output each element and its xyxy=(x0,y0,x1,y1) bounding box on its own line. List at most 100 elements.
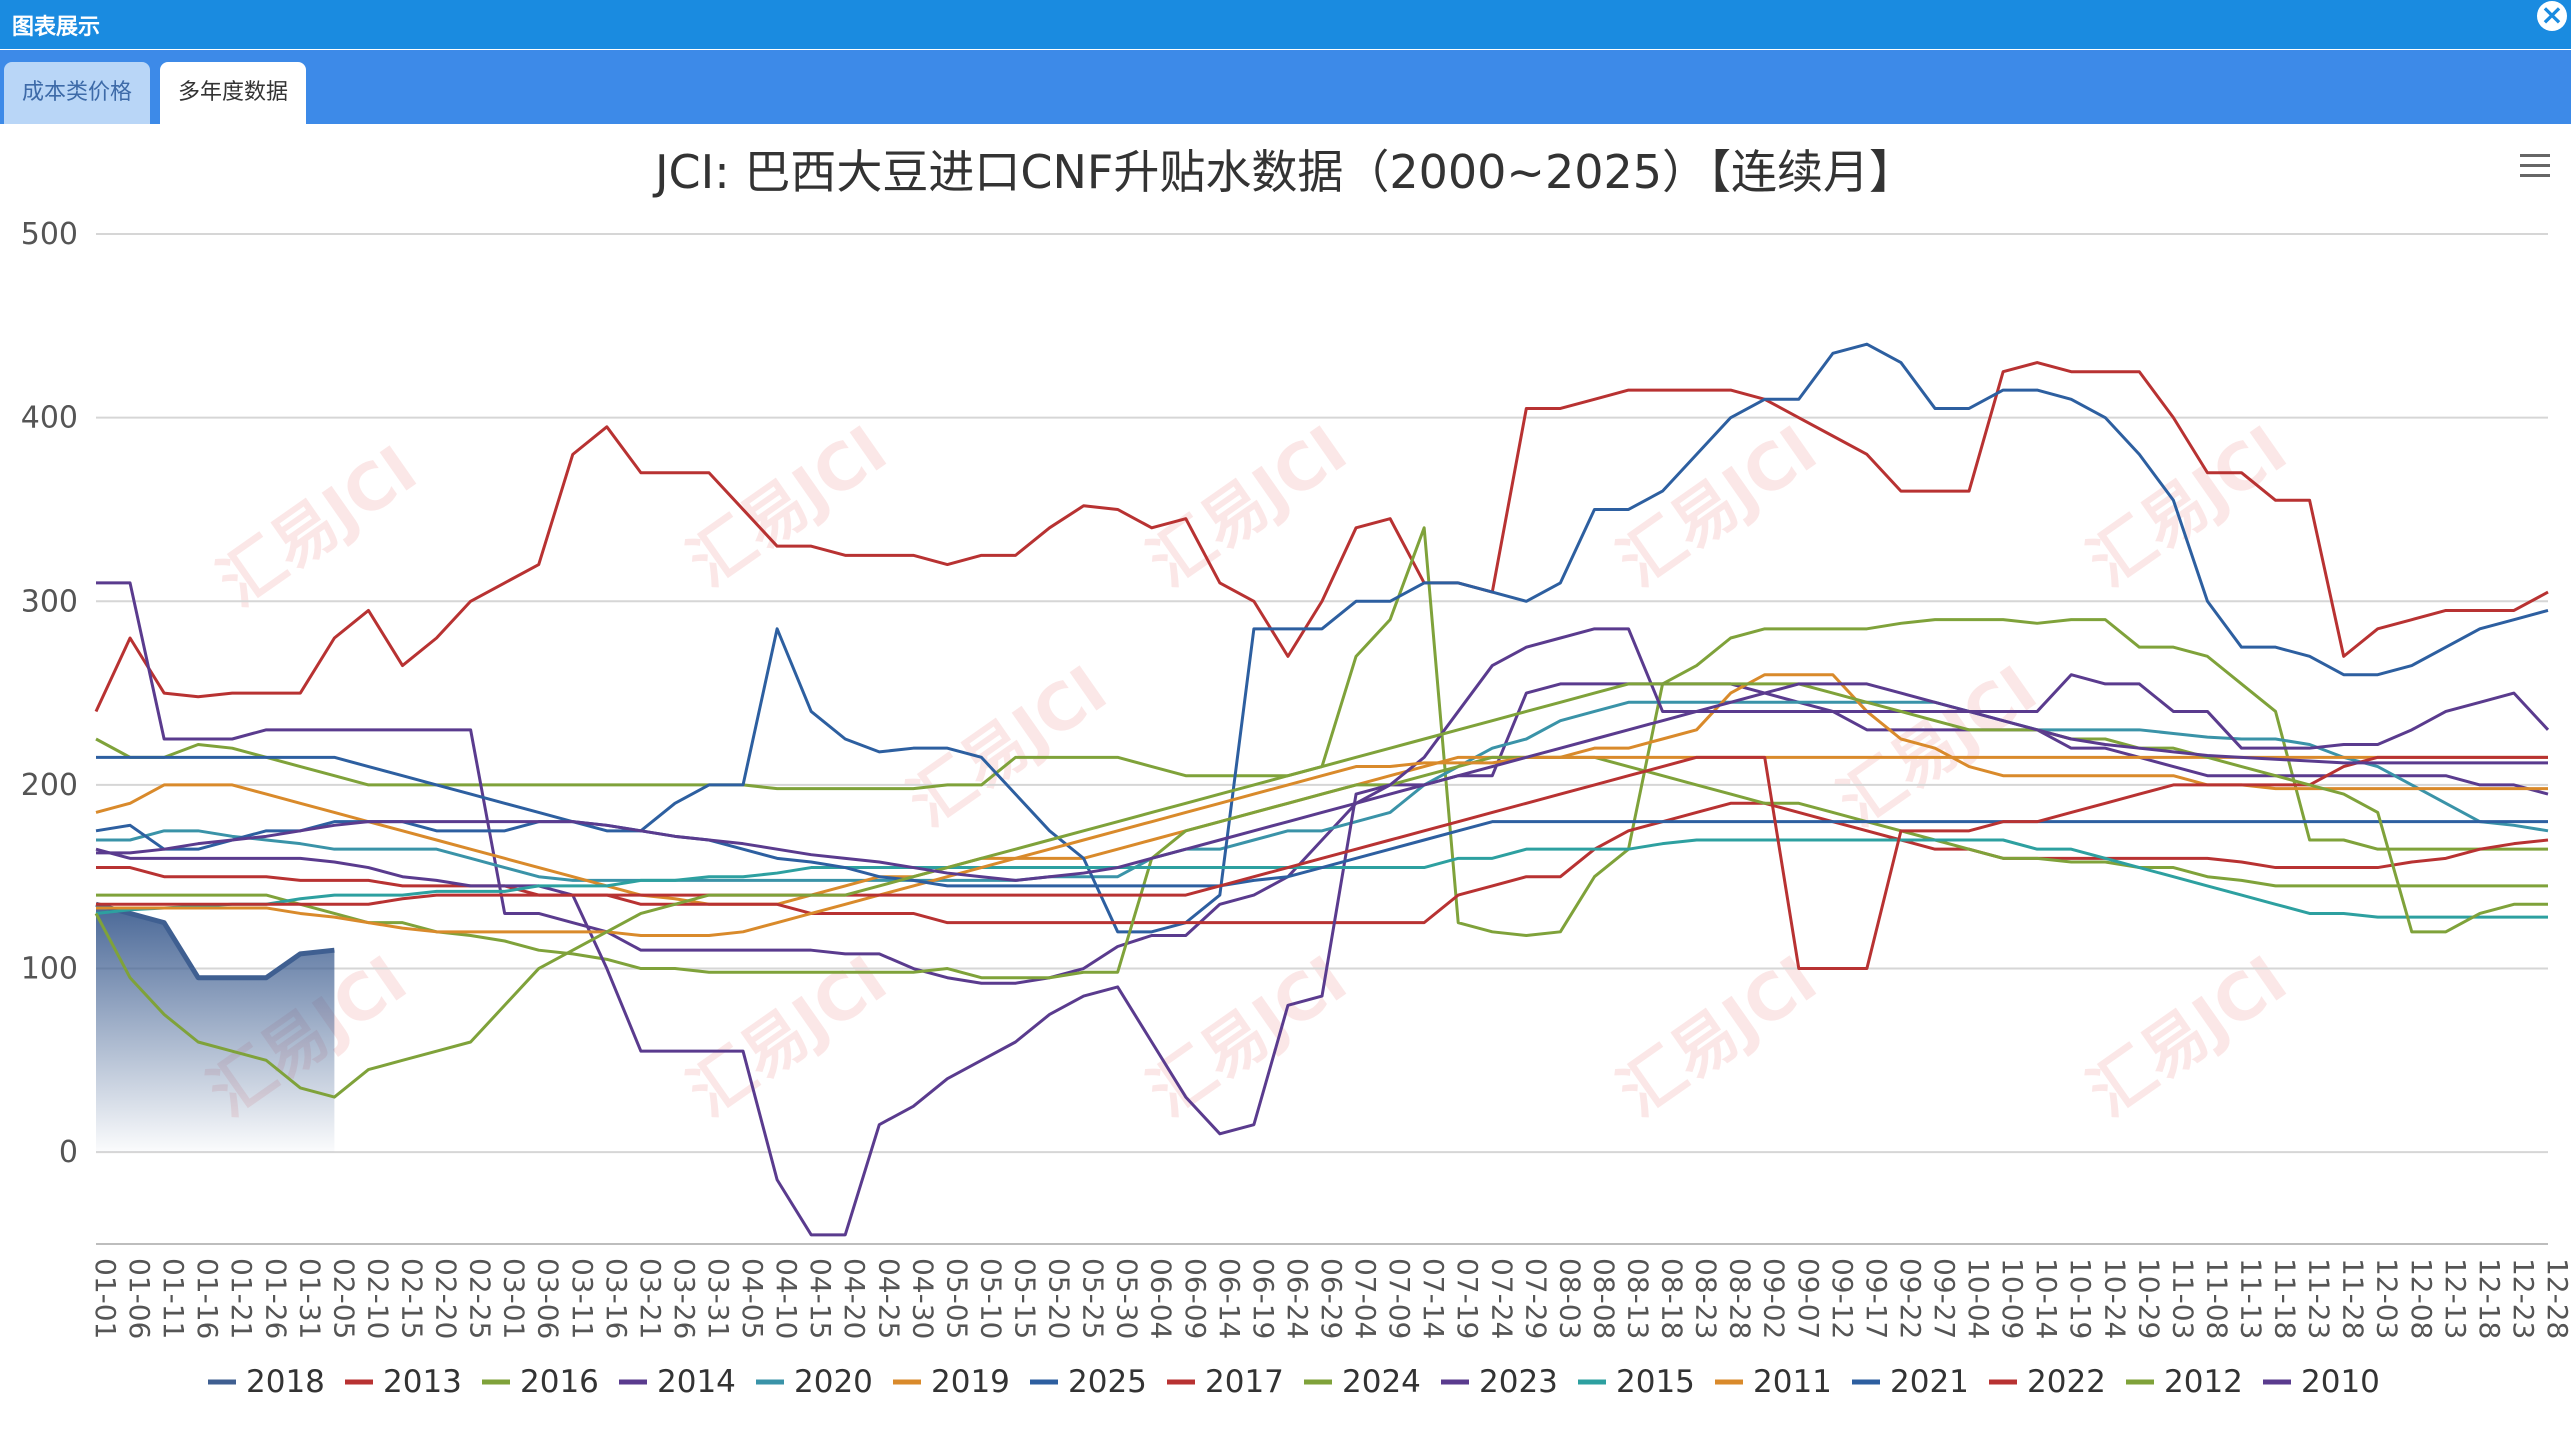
x-tick-label: 08-18 xyxy=(1656,1258,1689,1339)
legend: 2018 2013 2016 2014 2020 2019 2025 2017 2024 2023… xyxy=(208,1364,2380,1400)
watermark-logo: 汇易JCI xyxy=(2076,943,2301,1131)
x-tick-label: 05-25 xyxy=(1077,1258,1110,1339)
x-tick-label: 09-27 xyxy=(1928,1258,1961,1339)
hamburger-menu-icon[interactable] xyxy=(2520,154,2550,177)
series-line-2016[interactable] xyxy=(95,526,2548,937)
x-tick-label: 06-04 xyxy=(1145,1258,1178,1339)
x-tick-label: 03-01 xyxy=(498,1258,531,1339)
x-tick-label: 01-06 xyxy=(123,1258,156,1339)
tab-bar: 成本类价格 多年度数据 xyxy=(0,50,2571,124)
legend-label[interactable]: 2025 xyxy=(1068,1364,1147,1400)
series-line-2021[interactable] xyxy=(96,755,2548,888)
watermark-logo: 汇易JCI xyxy=(206,433,431,621)
series-line-2011[interactable] xyxy=(96,755,2548,937)
x-tick-label: 11-23 xyxy=(2303,1258,2336,1339)
series-line-2015[interactable] xyxy=(95,838,2548,919)
x-tick-label: 10-19 xyxy=(2064,1258,2097,1339)
x-tick-label: 10-09 xyxy=(1996,1258,2029,1339)
y-tick-label: 200 xyxy=(21,768,78,803)
x-tick-label: 10-14 xyxy=(2030,1258,2063,1339)
x-tick-label: 07-29 xyxy=(1519,1258,1552,1339)
x-tick-label: 07-04 xyxy=(1349,1258,1382,1339)
watermark-logo: 汇易JCI xyxy=(1136,413,1361,601)
tab-multi-year-data[interactable]: 多年度数据 xyxy=(160,62,307,124)
x-tick-label: 11-08 xyxy=(2200,1258,2233,1339)
x-tick-label: 05-20 xyxy=(1043,1258,1076,1339)
legend-label[interactable]: 2020 xyxy=(794,1364,873,1400)
legend-label[interactable]: 2018 xyxy=(246,1364,325,1400)
x-tick-label: 07-14 xyxy=(1417,1258,1450,1339)
x-tick-label: 03-06 xyxy=(532,1258,565,1339)
watermark-logo: 汇易JCI xyxy=(1826,653,2051,841)
x-tick-label: 01-01 xyxy=(89,1258,122,1339)
x-tick-label: 09-07 xyxy=(1792,1258,1825,1339)
x-tick-label: 01-26 xyxy=(259,1258,292,1339)
x-tick-label: 03-31 xyxy=(702,1258,735,1339)
legend-label[interactable]: 2016 xyxy=(520,1364,599,1400)
x-tick-label: 09-02 xyxy=(1758,1258,1791,1339)
series-lines xyxy=(94,342,2550,1237)
y-tick-label: 500 xyxy=(21,217,78,252)
x-tick-label: 04-05 xyxy=(736,1258,769,1339)
x-tick-label: 12-18 xyxy=(2473,1258,2506,1339)
legend-label[interactable]: 2022 xyxy=(2027,1364,2106,1400)
x-tick-label: 05-15 xyxy=(1009,1258,1042,1339)
series-line-2010[interactable] xyxy=(96,682,2548,882)
x-tick-label: 06-19 xyxy=(1247,1258,1280,1339)
y-tick-label: 300 xyxy=(21,584,78,619)
legend-label[interactable]: 2019 xyxy=(931,1364,1010,1400)
series-line-2022[interactable] xyxy=(96,755,2548,971)
x-tick-label: 04-15 xyxy=(804,1258,837,1339)
x-tick-label: 11-03 xyxy=(2166,1258,2199,1339)
x-tick-label: 04-25 xyxy=(872,1258,905,1339)
x-tick-label: 02-25 xyxy=(464,1258,497,1339)
x-tick-label: 09-12 xyxy=(1826,1258,1859,1339)
watermark-logo: 汇易JCI xyxy=(1606,943,1831,1131)
y-tick-label: 100 xyxy=(21,952,78,987)
x-tick-label: 01-11 xyxy=(157,1258,190,1339)
x-tick-label: 06-14 xyxy=(1213,1258,1246,1339)
y-tick-label: 0 xyxy=(59,1135,78,1170)
x-tick-label: 07-09 xyxy=(1383,1258,1416,1339)
x-tick-label: 11-13 xyxy=(2235,1258,2268,1339)
x-tick-label: 11-18 xyxy=(2269,1258,2302,1339)
legend-label[interactable]: 2024 xyxy=(1342,1364,1421,1400)
x-tick-label: 10-29 xyxy=(2132,1258,2165,1339)
x-tick-label: 05-05 xyxy=(940,1258,973,1339)
window-titlebar: 图表展示 × xyxy=(0,0,2571,49)
x-tick-label: 12-03 xyxy=(2371,1258,2404,1339)
series-line-2013[interactable] xyxy=(94,361,2549,713)
legend-label[interactable]: 2021 xyxy=(1890,1364,1969,1400)
chart-container: 汇易JCI 汇易JCI 汇易JCI 汇易JCI 汇易JCI 汇易JCI 汇易JCI 汇易JCI… xyxy=(0,124,2571,1438)
legend-label[interactable]: 2011 xyxy=(1753,1364,1832,1400)
series-line-2025[interactable] xyxy=(95,342,2549,934)
legend-label[interactable]: 2014 xyxy=(657,1364,736,1400)
legend-label[interactable]: 2017 xyxy=(1205,1364,1284,1400)
x-tick-label: 01-21 xyxy=(225,1258,258,1339)
close-icon[interactable]: × xyxy=(2537,1,2567,31)
x-tick-label: 09-22 xyxy=(1894,1258,1927,1339)
legend-label[interactable]: 2010 xyxy=(2301,1364,2380,1400)
x-tick-label: 12-23 xyxy=(2507,1258,2540,1339)
window-title: 图表展示 xyxy=(12,15,101,40)
x-tick-label: 08-23 xyxy=(1690,1258,1723,1339)
series-line-2018[interactable] xyxy=(95,901,335,981)
legend-label[interactable]: 2015 xyxy=(1616,1364,1695,1400)
x-tick-label: 08-03 xyxy=(1553,1258,1586,1339)
x-tick-label: 03-21 xyxy=(634,1258,667,1339)
legend-label[interactable]: 2012 xyxy=(2164,1364,2243,1400)
x-tick-label: 04-20 xyxy=(838,1258,871,1339)
x-tick-label: 08-08 xyxy=(1587,1258,1620,1339)
x-axis: 01-01 01-06 01-11 01-16 01-21 01-26 01-31 02-05… xyxy=(89,1243,2571,1339)
series-line-2020[interactable] xyxy=(96,700,2549,882)
y-axis: 0 100 200 300 400 500 xyxy=(21,217,78,1170)
series-line-2023[interactable] xyxy=(95,627,2550,1237)
x-tick-label: 05-30 xyxy=(1111,1258,1144,1339)
x-tick-label: 12-13 xyxy=(2439,1258,2472,1339)
x-tick-label: 01-31 xyxy=(293,1258,326,1339)
x-tick-label: 10-24 xyxy=(2098,1258,2131,1339)
x-tick-label: 03-26 xyxy=(668,1258,701,1339)
tab-cost-price[interactable]: 成本类价格 xyxy=(4,62,151,124)
legend-label[interactable]: 2013 xyxy=(383,1364,462,1400)
legend-label[interactable]: 2023 xyxy=(1479,1364,1558,1400)
